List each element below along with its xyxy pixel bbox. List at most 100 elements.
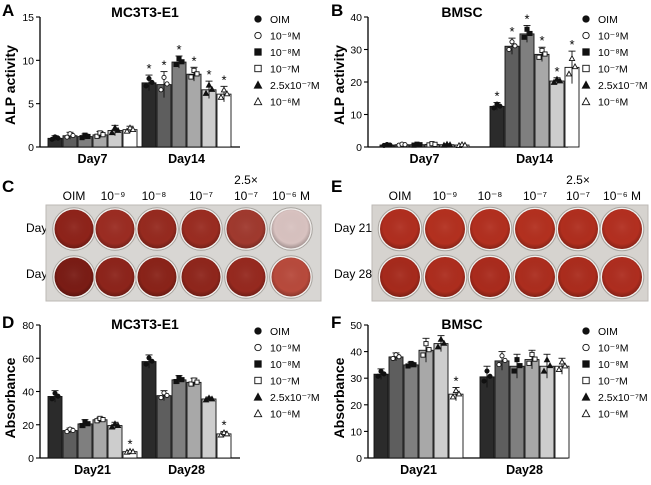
well-shading [380, 257, 420, 297]
y-tick-label: 0 [356, 453, 362, 465]
legend-marker [253, 96, 263, 106]
significance-star: * [221, 417, 226, 432]
y-tick-label: 50 [350, 320, 362, 332]
data-point [149, 79, 155, 86]
data-point [146, 76, 152, 82]
legend-label: 10⁻⁹M [270, 31, 300, 43]
bar [47, 396, 63, 459]
bar [388, 356, 404, 459]
panel-a-alp-mc3t3: A MC3T3-E1 ALP activity 0 5 10 15 Day7 * * * * * *… [2, 1, 320, 166]
data-point [149, 358, 155, 364]
data-point [191, 67, 197, 73]
well-shading [181, 257, 221, 297]
bar [403, 364, 419, 459]
well-shading [470, 209, 510, 249]
data-point [517, 363, 523, 369]
data-point [205, 81, 213, 88]
data-point [455, 390, 463, 397]
plate-column-label: OIM [63, 189, 86, 203]
legend-label: OIM [598, 326, 618, 338]
data-point [514, 357, 520, 363]
legend-label: 10⁻⁷M [598, 376, 628, 388]
data-point [461, 141, 469, 148]
legend-label: 10⁻⁹M [598, 343, 628, 355]
plate-row-label: Day 21 [334, 221, 372, 235]
bar [201, 398, 217, 459]
bar [524, 359, 540, 459]
bar [448, 393, 464, 459]
significance-star: * [494, 88, 499, 103]
legend-marker [581, 392, 591, 401]
data-point [387, 142, 393, 148]
well-shading [470, 257, 510, 297]
data-point [70, 427, 76, 433]
data-point [179, 377, 185, 383]
data-point [506, 46, 512, 53]
well-shading [380, 209, 420, 249]
x-category-label: Day21 [400, 463, 437, 477]
data-point [432, 141, 438, 147]
data-point [542, 51, 548, 57]
bar [77, 423, 93, 459]
data-point [49, 396, 55, 402]
data-point [543, 356, 551, 363]
data-point [208, 395, 216, 402]
legend-marker [582, 360, 590, 368]
well-shading [425, 209, 465, 249]
well-shading [515, 209, 555, 249]
well-shading [602, 209, 642, 249]
legend-label: 10⁻⁷M [270, 64, 300, 76]
data-point [539, 47, 545, 53]
data-point [536, 54, 542, 60]
data-point [529, 351, 535, 358]
panel-letter-c: C [2, 177, 14, 196]
data-point [449, 393, 457, 400]
bar [494, 360, 510, 459]
panel-d-absorbance-mc3t3: D MC3T3-E1 Absorbance 0 20 40 60 80 * Day21 * Da… [2, 313, 320, 477]
bar [489, 105, 505, 148]
legend-label: 2.5x10⁻⁷M [598, 392, 648, 404]
panel-letter-d: D [2, 313, 14, 332]
legend-marker [254, 343, 262, 352]
data-point [491, 105, 497, 111]
data-point [555, 365, 563, 372]
legend-label: OIM [270, 14, 290, 26]
data-point [223, 90, 231, 97]
well-shading [226, 257, 266, 297]
plate-column-label: 10⁻⁸ [142, 189, 167, 203]
data-point [381, 371, 387, 377]
bar [479, 376, 495, 459]
data-point [164, 392, 170, 398]
legend-marker [253, 408, 263, 418]
data-point [452, 386, 460, 394]
plate-column-label: 10⁻⁷ [234, 189, 258, 203]
data-point [532, 356, 538, 362]
panel-letter-a: A [2, 1, 14, 20]
data-point [85, 133, 91, 140]
data-point [108, 129, 116, 136]
plate-wells [52, 207, 313, 299]
significance-star: * [569, 37, 574, 52]
significance-star: * [554, 64, 559, 79]
data-point [114, 421, 122, 428]
significance-star: * [509, 24, 514, 39]
legend-label: 10⁻⁸M [270, 47, 300, 59]
x-category-label: Day14 [168, 152, 205, 166]
plate-column-label: OIM [389, 189, 412, 203]
legend-label: 2.5x10⁻⁷M [270, 392, 320, 404]
data-point [571, 63, 579, 70]
data-point [194, 379, 200, 385]
chart-title: BMSC [441, 316, 482, 332]
y-tick-label: 10 [350, 110, 362, 122]
bar [171, 379, 187, 459]
legend-marker [254, 48, 262, 56]
y-tick-label: 80 [22, 320, 34, 332]
data-point [173, 61, 179, 68]
data-point [158, 395, 164, 401]
data-point [526, 360, 532, 366]
x-category-label: Day21 [74, 463, 111, 477]
significance-star: * [221, 72, 226, 87]
data-point [70, 133, 76, 139]
data-point [553, 75, 561, 82]
data-point [179, 59, 185, 65]
